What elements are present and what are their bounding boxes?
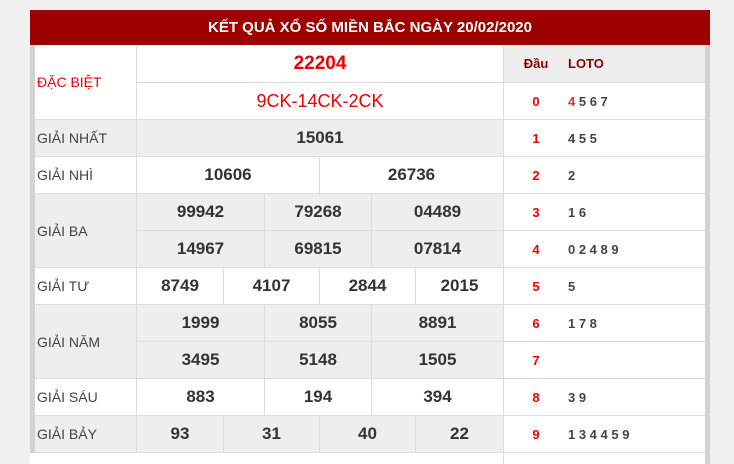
prize-number: 15061 bbox=[296, 128, 344, 147]
loto-row: 3 1 6 bbox=[504, 194, 705, 231]
prize-number: 93 bbox=[137, 416, 224, 452]
prize-number: 8891 bbox=[418, 313, 457, 332]
loto-highlight: 4 bbox=[568, 93, 576, 109]
dau-digit: 1 bbox=[532, 130, 540, 146]
dau-digit: 8 bbox=[532, 389, 540, 405]
prize-number: 5148 bbox=[265, 342, 372, 378]
prize-label: GIẢI BẢY bbox=[35, 416, 137, 452]
prize-label: GIẢI NHÌ bbox=[35, 157, 137, 193]
loto-rest: 2 bbox=[568, 167, 576, 183]
prize-number: 10606 bbox=[137, 157, 320, 193]
prize-number: 14967 bbox=[137, 231, 265, 267]
prize-number: 8055 bbox=[265, 305, 372, 341]
loto-rest: 1 3 4 4 5 9 bbox=[568, 426, 630, 442]
loto-values: 1 6 bbox=[568, 205, 586, 220]
loto-rest: 1 6 bbox=[568, 204, 587, 220]
loto-row: 0 4 5 6 7 bbox=[504, 83, 705, 120]
loto-values: 3 9 bbox=[568, 390, 586, 405]
prize-number: 1999 bbox=[137, 305, 265, 341]
dau-digit: 6 bbox=[532, 315, 540, 331]
loto-row: 8 3 9 bbox=[504, 379, 705, 416]
dau-digit: 9 bbox=[532, 426, 540, 442]
loto-rest: 1 7 8 bbox=[568, 315, 597, 331]
prize-label: GIẢI NĂM bbox=[35, 305, 137, 378]
loto-values: 0 2 4 8 9 bbox=[568, 242, 619, 257]
prize-row-g5: GIẢI NĂM 1999 8055 8891 3495 5148 1505 bbox=[35, 305, 503, 379]
prize-row-g7: GIẢI BẢY 93 31 40 22 bbox=[35, 416, 503, 453]
loto-header: Đầu LOTO bbox=[504, 45, 705, 83]
prize-number: 26736 bbox=[387, 165, 436, 184]
prizes-panel: ĐẶC BIỆT 22204 9CK-14CK-2CK GIẢI NHẤT 15… bbox=[30, 45, 503, 453]
prize-label: ĐẶC BIỆT bbox=[35, 45, 137, 119]
dau-digit: 4 bbox=[532, 241, 540, 257]
prize-number: 883 bbox=[137, 379, 265, 415]
loto-values: 2 bbox=[568, 168, 575, 183]
prize-number: 31 bbox=[224, 416, 320, 452]
dau-digit: 7 bbox=[532, 352, 540, 368]
results-table: KẾT QUẢ XỔ SỐ MIỀN BẮC NGÀY 20/02/2020 Đ… bbox=[30, 10, 710, 464]
table-title: KẾT QUẢ XỔ SỐ MIỀN BẮC NGÀY 20/02/2020 bbox=[30, 10, 710, 45]
prize-number: 394 bbox=[423, 387, 452, 406]
loto-rest: 3 9 bbox=[568, 389, 587, 405]
loto-rest: 5 bbox=[568, 278, 576, 294]
prize-number: 79268 bbox=[265, 194, 372, 230]
dau-digit: 2 bbox=[532, 167, 540, 183]
dau-digit: 0 bbox=[532, 93, 540, 109]
prize-number: 2844 bbox=[320, 268, 416, 304]
loto-rest: 5 6 7 bbox=[578, 93, 608, 109]
prize-number: 07814 bbox=[413, 239, 462, 258]
prize-row-g1: GIẢI NHẤT 15061 bbox=[35, 120, 503, 157]
prize-label: GIẢI TƯ bbox=[35, 268, 137, 304]
prize-number: 69815 bbox=[265, 231, 372, 267]
prize-number: 2015 bbox=[440, 276, 479, 295]
loto-rest: 4 5 5 bbox=[568, 130, 597, 146]
prize-number: 04489 bbox=[413, 202, 462, 221]
dau-header: Đầu bbox=[523, 56, 549, 71]
prize-row-g2: GIẢI NHÌ 10606 26736 bbox=[35, 157, 503, 194]
loto-row: 1 4 5 5 bbox=[504, 120, 705, 157]
loto-header-label: LOTO bbox=[568, 56, 604, 71]
prize-number: 1505 bbox=[418, 350, 457, 369]
dau-digit: 3 bbox=[532, 204, 540, 220]
prize-number: 22 bbox=[450, 424, 469, 443]
special-number: 22204 bbox=[293, 52, 347, 74]
loto-rest: 0 2 4 8 9 bbox=[568, 241, 619, 257]
prize-number: 194 bbox=[265, 379, 372, 415]
loto-values: 1 3 4 4 5 9 bbox=[568, 427, 629, 442]
loto-values: 5 bbox=[568, 279, 575, 294]
loto-values: 4 5 5 bbox=[568, 131, 597, 146]
loto-row: 4 0 2 4 8 9 bbox=[504, 231, 705, 268]
prize-row-special: ĐẶC BIỆT 22204 9CK-14CK-2CK bbox=[35, 45, 503, 120]
dau-digit: 5 bbox=[532, 278, 540, 294]
loto-row: 9 1 3 4 4 5 9 bbox=[504, 416, 705, 453]
prize-label: GIẢI SÁU bbox=[35, 379, 137, 415]
loto-values: 1 7 8 bbox=[568, 316, 597, 331]
prize-label: GIẢI NHẤT bbox=[35, 120, 137, 156]
prize-number: 3495 bbox=[137, 342, 265, 378]
prize-number: 99942 bbox=[137, 194, 265, 230]
loto-values: 4 5 6 7 bbox=[568, 94, 608, 109]
loto-row: 7 bbox=[504, 342, 705, 379]
prize-row-g3: GIẢI BA 99942 79268 04489 14967 69815 07… bbox=[35, 194, 503, 268]
loto-row: 6 1 7 8 bbox=[504, 305, 705, 342]
special-code: 9CK-14CK-2CK bbox=[256, 90, 384, 111]
prize-number: 4107 bbox=[224, 268, 320, 304]
prize-row-g4: GIẢI TƯ 8749 4107 2844 2015 bbox=[35, 268, 503, 305]
prize-label: GIẢI BA bbox=[35, 194, 137, 267]
prize-number: 8749 bbox=[137, 268, 224, 304]
prize-number: 40 bbox=[320, 416, 416, 452]
prize-row-g6: GIẢI SÁU 883 194 394 bbox=[35, 379, 503, 416]
